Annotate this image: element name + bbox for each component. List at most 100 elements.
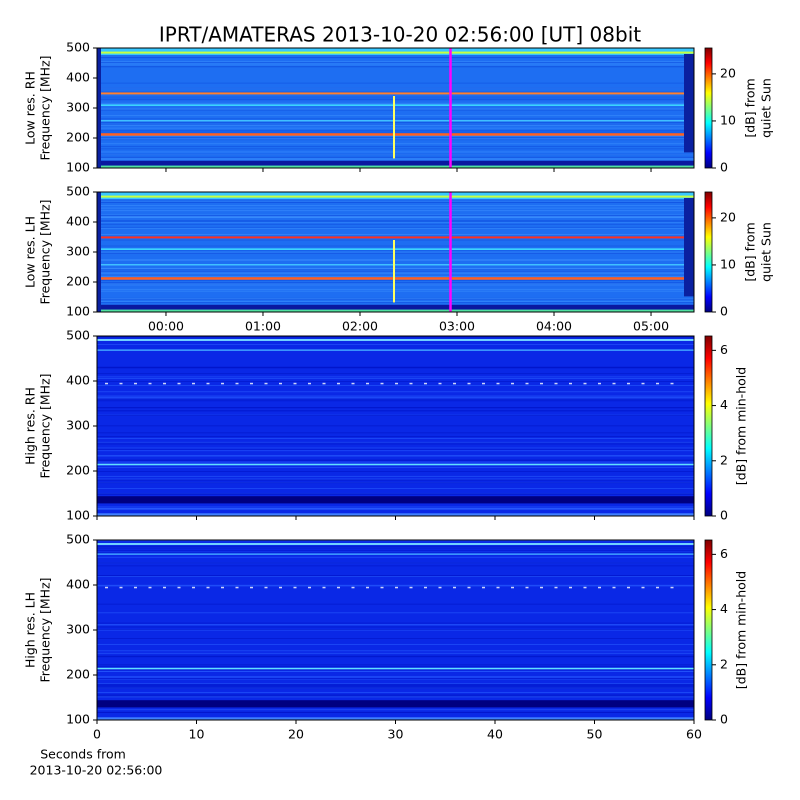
spectrogram-texture [511, 586, 514, 589]
spectrogram-texture [97, 120, 694, 122]
spectrogram-texture [97, 381, 694, 382]
spectrogram-texture [97, 272, 694, 274]
spectrogram-texture [97, 288, 694, 290]
spectrogram-texture [97, 626, 694, 628]
x-tick-label: 03:00 [439, 319, 475, 334]
spectrogram-texture [612, 382, 616, 385]
spectrogram-texture [97, 66, 694, 68]
spectrogram-texture [97, 638, 694, 639]
spectrogram-texture [656, 382, 659, 385]
spectrogram-texture [97, 282, 694, 284]
spectrogram-texture [97, 467, 694, 469]
spectrogram-texture [97, 488, 694, 489]
spectrogram-texture [97, 400, 694, 402]
spectrogram-texture [97, 584, 694, 586]
y-tick-label: 100 [66, 712, 90, 727]
spectrogram-texture [97, 283, 694, 285]
spectrogram-texture [97, 336, 694, 338]
spectrogram-texture [684, 54, 694, 153]
spectrogram-texture [97, 192, 101, 312]
spectrogram-texture [97, 302, 694, 303]
spectrogram-texture [97, 656, 694, 658]
y-tick-label: 400 [66, 70, 90, 85]
spectrogram-texture [97, 115, 694, 117]
spectrogram-texture [97, 297, 694, 299]
spectrogram-texture [540, 382, 543, 385]
spectrogram-texture [670, 382, 674, 385]
spectrogram-texture [569, 382, 572, 385]
y-axis-label: Frequency [MHz] [38, 55, 53, 160]
spectrogram-texture [97, 695, 694, 697]
spectrogram-texture [97, 562, 694, 564]
colorbar-tick-label: 0 [720, 160, 728, 175]
spectrogram-texture [97, 717, 694, 720]
spectrogram-texture [97, 55, 694, 56]
spectrogram-texture [97, 290, 694, 292]
x-axis-label: Seconds from [40, 747, 126, 762]
spectrogram-texture [97, 151, 694, 153]
x-tick-label: 04:00 [536, 319, 572, 334]
spectrogram-texture [97, 57, 694, 58]
spectrogram-texture [206, 586, 210, 589]
spectrogram-texture [97, 676, 694, 678]
spectrogram-texture [97, 441, 694, 443]
spectrogram-texture [221, 586, 224, 589]
spectrogram-texture [97, 158, 694, 160]
spectrogram-texture [97, 376, 694, 378]
spectrogram-texture [453, 382, 456, 385]
spectrogram-texture [97, 391, 694, 393]
spectrogram-texture [641, 382, 645, 385]
spectrogram-texture [322, 586, 326, 589]
x-tick-label: 00:00 [148, 319, 184, 334]
spectrogram-texture [97, 479, 694, 481]
spectrogram-texture [97, 253, 694, 254]
spectrogram-texture [97, 139, 694, 141]
spectrogram-texture [97, 136, 694, 138]
spectrogram-texture [97, 450, 694, 452]
spectrogram-texture [684, 198, 694, 297]
x-tick-label: 02:00 [342, 319, 378, 334]
spectrogram-texture [119, 586, 123, 589]
spectrogram-texture [97, 130, 694, 132]
spectrogram-texture [97, 575, 694, 576]
spectrogram-texture [97, 277, 694, 280]
spectrogram-texture [97, 135, 694, 137]
colorbar [704, 47, 713, 169]
spectrogram-texture [97, 202, 694, 203]
spectrogram-texture [97, 443, 694, 445]
spectrogram-texture [97, 366, 694, 368]
spectrogram-texture [97, 259, 694, 261]
spectrogram-texture [97, 643, 694, 645]
y-tick-label: 300 [66, 244, 90, 259]
spectrogram-texture [97, 669, 694, 671]
spectrogram-texture [97, 709, 694, 711]
spectrogram-texture [97, 299, 694, 300]
spectrogram-texture [97, 688, 694, 689]
y-axis-label: Frequency [MHz] [38, 577, 53, 682]
spectrogram-texture [97, 493, 694, 495]
spectrogram-texture [97, 62, 694, 64]
y-tick-label: 500 [66, 184, 90, 199]
spectrogram-texture [97, 108, 694, 110]
spectrogram-texture [540, 586, 543, 589]
spectrogram-texture [97, 493, 694, 495]
spectrogram-texture [525, 586, 529, 589]
spectrogram-texture [97, 146, 694, 147]
spectrogram-texture [496, 382, 500, 385]
spectrogram-texture [97, 448, 694, 450]
spectrogram-texture [380, 382, 384, 385]
y-axis-label: Frequency [MHz] [38, 373, 53, 478]
y-tick-label: 100 [66, 304, 90, 319]
spectrogram-texture [97, 131, 694, 133]
spectrogram-texture [97, 118, 694, 120]
spectrogram-texture [97, 565, 694, 567]
spectrogram-texture [97, 153, 694, 155]
spectrogram-texture [337, 586, 340, 589]
spectrogram-texture [627, 586, 630, 589]
spectrogram-texture [97, 603, 694, 605]
y-axis-label: High res. RH [23, 387, 38, 465]
spectrogram-texture [97, 686, 694, 688]
chart-title: IPRT/AMATERAS 2013-10-20 02:56:00 [UT] 0… [159, 23, 641, 47]
y-tick-label: 100 [66, 160, 90, 175]
colorbar-tick-label: 6 [720, 342, 728, 357]
